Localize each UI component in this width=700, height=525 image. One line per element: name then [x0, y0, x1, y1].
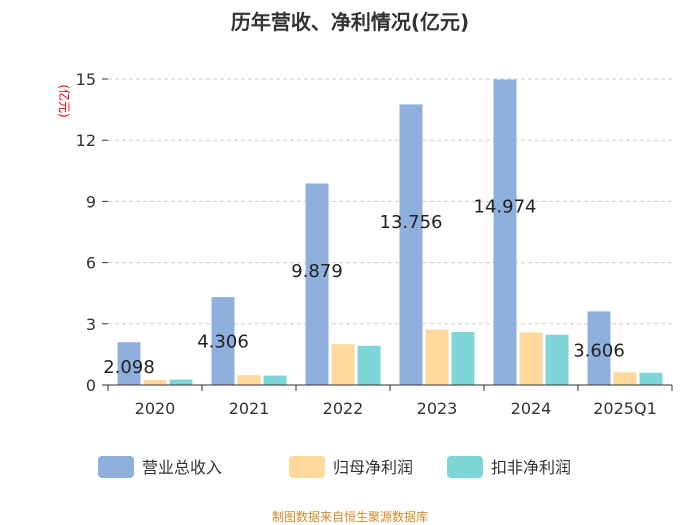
data-label: 2.098	[103, 357, 155, 378]
legend-swatch	[289, 456, 325, 478]
bar-revenue	[117, 342, 141, 385]
y-tick-label: 6	[86, 254, 96, 273]
legend-swatch	[98, 456, 134, 478]
y-tick-label: 0	[86, 376, 96, 395]
x-tick-label: 2020	[135, 399, 176, 418]
source-note: 制图数据来自恒生聚源数据库	[272, 509, 428, 524]
data-label: 3.606	[573, 340, 625, 361]
x-axis	[107, 384, 673, 391]
bar-revenue	[399, 104, 423, 386]
bar-deducted-profit	[545, 334, 569, 385]
legend-label: 扣非净利润	[491, 458, 571, 477]
bar-net-profit	[425, 329, 449, 385]
bar-net-profit	[237, 375, 261, 385]
bar-net-profit	[331, 344, 355, 385]
legend: 营业总收入 归母净利润 扣非净利润	[98, 456, 571, 478]
bar-net-profit	[519, 332, 543, 385]
y-tick-label: 15	[76, 70, 96, 89]
y-axis-ticks: 0 3 6 9 12 15	[76, 70, 108, 395]
bar-net-profit	[143, 379, 167, 385]
data-label: 9.879	[291, 261, 343, 282]
y-axis-label: (亿元)	[57, 84, 72, 117]
legend-label: 归母净利润	[333, 458, 413, 477]
x-tick-label: 2024	[511, 399, 552, 418]
data-label: 13.756	[380, 212, 443, 233]
gridlines	[108, 78, 672, 325]
legend-swatch	[447, 456, 483, 478]
chart-title: 历年营收、净利情况(亿元)	[231, 10, 469, 34]
x-tick-label: 2025Q1	[593, 399, 657, 418]
data-labels: 2.098 4.306 9.879 13.756 14.974 3.606	[103, 197, 625, 378]
data-label: 14.974	[474, 197, 537, 218]
bars	[117, 79, 663, 386]
bar-deducted-profit	[357, 345, 381, 385]
bar-revenue	[211, 297, 235, 385]
y-tick-label: 3	[86, 315, 96, 334]
legend-label: 营业总收入	[142, 458, 222, 477]
bar-deducted-profit	[451, 331, 475, 385]
bar-deducted-profit	[639, 372, 663, 385]
x-tick-label: 2021	[229, 399, 270, 418]
x-tick-label: 2023	[417, 399, 458, 418]
x-tick-label: 2022	[323, 399, 364, 418]
y-tick-label: 12	[76, 131, 96, 150]
x-axis-ticks: 2020 2021 2022 2023 2024 2025Q1	[135, 399, 657, 418]
bar-revenue	[587, 311, 611, 385]
y-tick-label: 9	[86, 192, 96, 211]
bar-revenue	[305, 183, 329, 385]
data-label: 4.306	[197, 332, 249, 353]
bar-net-profit	[613, 372, 637, 385]
bar-deducted-profit	[169, 379, 193, 385]
bar-deducted-profit	[263, 375, 287, 385]
bar-revenue	[493, 79, 517, 386]
